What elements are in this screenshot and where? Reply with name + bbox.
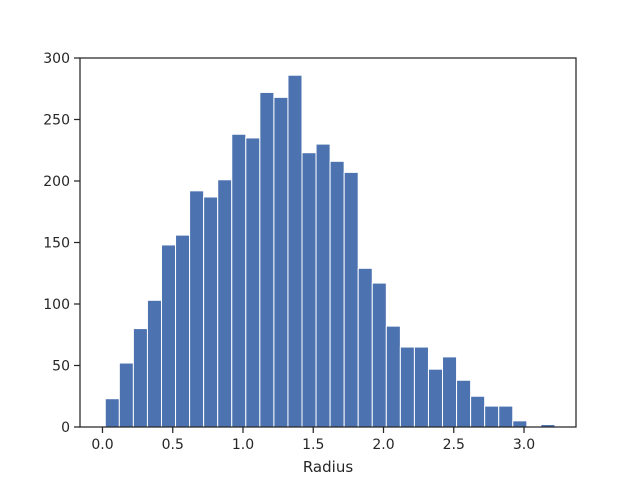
y-axis: 0 50 100 150 200 250 300	[43, 51, 80, 436]
histogram-bar	[245, 137, 261, 428]
histogram-bar	[217, 179, 233, 428]
histogram-bar	[329, 160, 345, 428]
histogram-bar	[357, 267, 373, 428]
histogram-bar	[203, 196, 219, 428]
x-tick-label: 2.5	[443, 437, 465, 453]
y-tick-label: 150	[43, 236, 70, 252]
histogram-bar	[442, 356, 458, 428]
histogram-bar	[259, 91, 275, 428]
histogram-bar	[231, 133, 247, 428]
x-tick-label: 0.5	[162, 437, 184, 453]
histogram-bar	[301, 152, 317, 428]
y-tick-label: 100	[43, 297, 70, 313]
y-tick-label: 250	[43, 113, 70, 129]
histogram-bar	[470, 395, 486, 428]
y-tick-label: 50	[52, 359, 70, 375]
histogram-bar	[273, 96, 289, 428]
histogram-bar	[512, 420, 528, 428]
x-axis: 0.0 0.5 1.0 1.5 2.0 2.5 3.0	[91, 427, 535, 453]
histogram-bar	[118, 362, 134, 428]
histogram-bar	[413, 346, 429, 428]
y-tick-label: 300	[43, 51, 70, 67]
histogram-bar	[456, 379, 472, 428]
histogram-bar	[315, 143, 331, 428]
histogram-bar	[132, 328, 148, 428]
histogram-bar	[104, 398, 120, 428]
y-tick-label: 200	[43, 174, 70, 190]
x-tick-label: 1.0	[232, 437, 254, 453]
histogram-bar	[371, 282, 387, 428]
histogram-bar	[287, 74, 303, 428]
x-axis-label: Radius	[303, 458, 353, 476]
histogram-bar	[399, 346, 415, 428]
histogram-bar	[385, 325, 401, 428]
histogram-bar	[484, 405, 500, 428]
x-tick-label: 2.0	[372, 437, 394, 453]
y-tick-label: 0	[61, 420, 70, 436]
histogram-bar	[343, 171, 359, 428]
x-tick-label: 0.0	[91, 437, 113, 453]
histogram-bar	[189, 190, 205, 428]
histogram-bar	[498, 405, 514, 428]
histogram-bar	[175, 234, 191, 428]
x-tick-label: 1.5	[302, 437, 324, 453]
x-tick-label: 3.0	[513, 437, 535, 453]
histogram-bar	[427, 368, 444, 428]
bars-group	[104, 74, 556, 428]
histogram-bar	[160, 244, 177, 428]
histogram-bar	[146, 299, 162, 428]
